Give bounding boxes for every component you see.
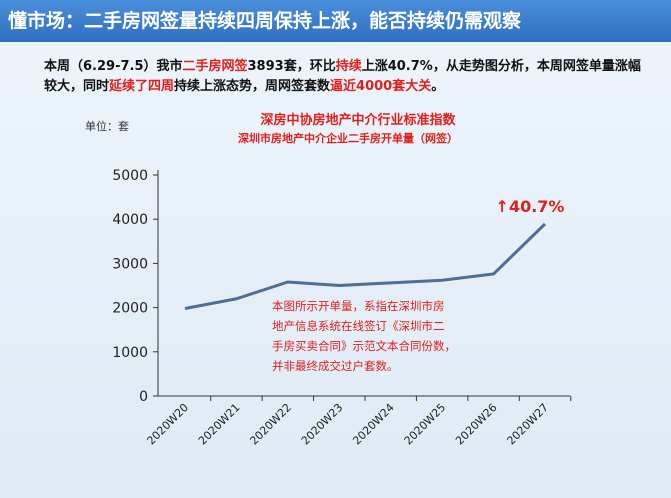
annotation: ↑40.7% <box>496 197 565 216</box>
chart-title: 深房中协房地产中介行业标准指数 <box>260 112 456 128</box>
y-tick-label: 3000 <box>112 256 148 272</box>
summary-text: 持续上涨态势，周网签套数 <box>174 79 331 94</box>
note: 并非最终成交过户套数。 <box>272 359 399 373</box>
x-tick-label: 2020W20 <box>145 401 192 448</box>
x-tick-label: 2020W23 <box>299 401 346 448</box>
x-tick-label: 2020W25 <box>402 401 449 448</box>
title-banner: 懂市场：二手房网签量持续四周保持上涨，能否持续仍需观察 <box>0 0 671 42</box>
y-tick-label: 0 <box>139 389 148 405</box>
chart-subtitle: 深圳市房地产中介企业二手房开单量（网签） <box>238 131 458 145</box>
line <box>184 222 547 310</box>
summary-text: 3893套，环比 <box>247 59 336 74</box>
y-tick-label: 1000 <box>112 345 148 361</box>
summary-text: 。 <box>431 79 445 94</box>
y-axis-label: 单位：套 <box>85 119 129 133</box>
summary-text: 本周（6.29-7.5）我市 <box>44 59 183 74</box>
x-tick-label: 2020W24 <box>350 401 397 448</box>
x-tick-label: 2020W22 <box>247 401 294 448</box>
summary: 本周（6.29-7.5）我市二手房网签3893套，环比持续上涨40.7%，从走势… <box>44 57 644 97</box>
note: 地产信息系统在线签订《深圳市二 <box>272 319 445 333</box>
y-tick-label: 4000 <box>112 212 148 228</box>
summary-text: 延续了四周 <box>109 79 175 94</box>
x-tick-label: 2020W21 <box>196 401 243 448</box>
y-tick-label: 5000 <box>112 168 148 184</box>
summary-text: 二手房网签 <box>182 59 248 74</box>
summary-text: 逼近4000套大关 <box>330 79 432 94</box>
note: 本图所示开单量，系指在深圳市房 <box>272 299 445 313</box>
summary-text: 上涨40.7%，从走势图分析，本周网签单量涨幅较大，同时 <box>44 59 641 94</box>
x-tick-label: 2020W27 <box>505 401 552 448</box>
note: 手房买卖合同》示范文本合同份数， <box>272 339 456 353</box>
y-tick-label: 2000 <box>112 301 148 317</box>
x-tick-label: 2020W26 <box>453 401 500 448</box>
summary-text: 持续 <box>335 59 362 74</box>
